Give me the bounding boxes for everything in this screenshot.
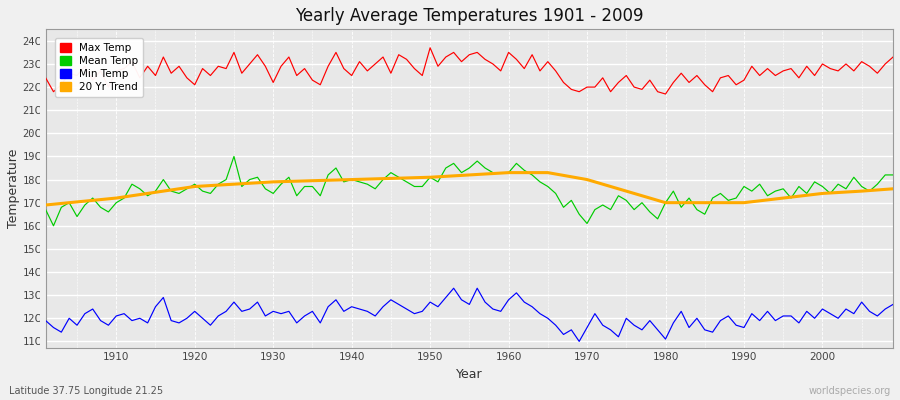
Y-axis label: Temperature: Temperature — [7, 149, 20, 228]
Text: worldspecies.org: worldspecies.org — [809, 386, 891, 396]
X-axis label: Year: Year — [456, 368, 482, 381]
Title: Yearly Average Temperatures 1901 - 2009: Yearly Average Temperatures 1901 - 2009 — [295, 7, 644, 25]
Text: Latitude 37.75 Longitude 21.25: Latitude 37.75 Longitude 21.25 — [9, 386, 163, 396]
Legend: Max Temp, Mean Temp, Min Temp, 20 Yr Trend: Max Temp, Mean Temp, Min Temp, 20 Yr Tre… — [55, 38, 143, 98]
